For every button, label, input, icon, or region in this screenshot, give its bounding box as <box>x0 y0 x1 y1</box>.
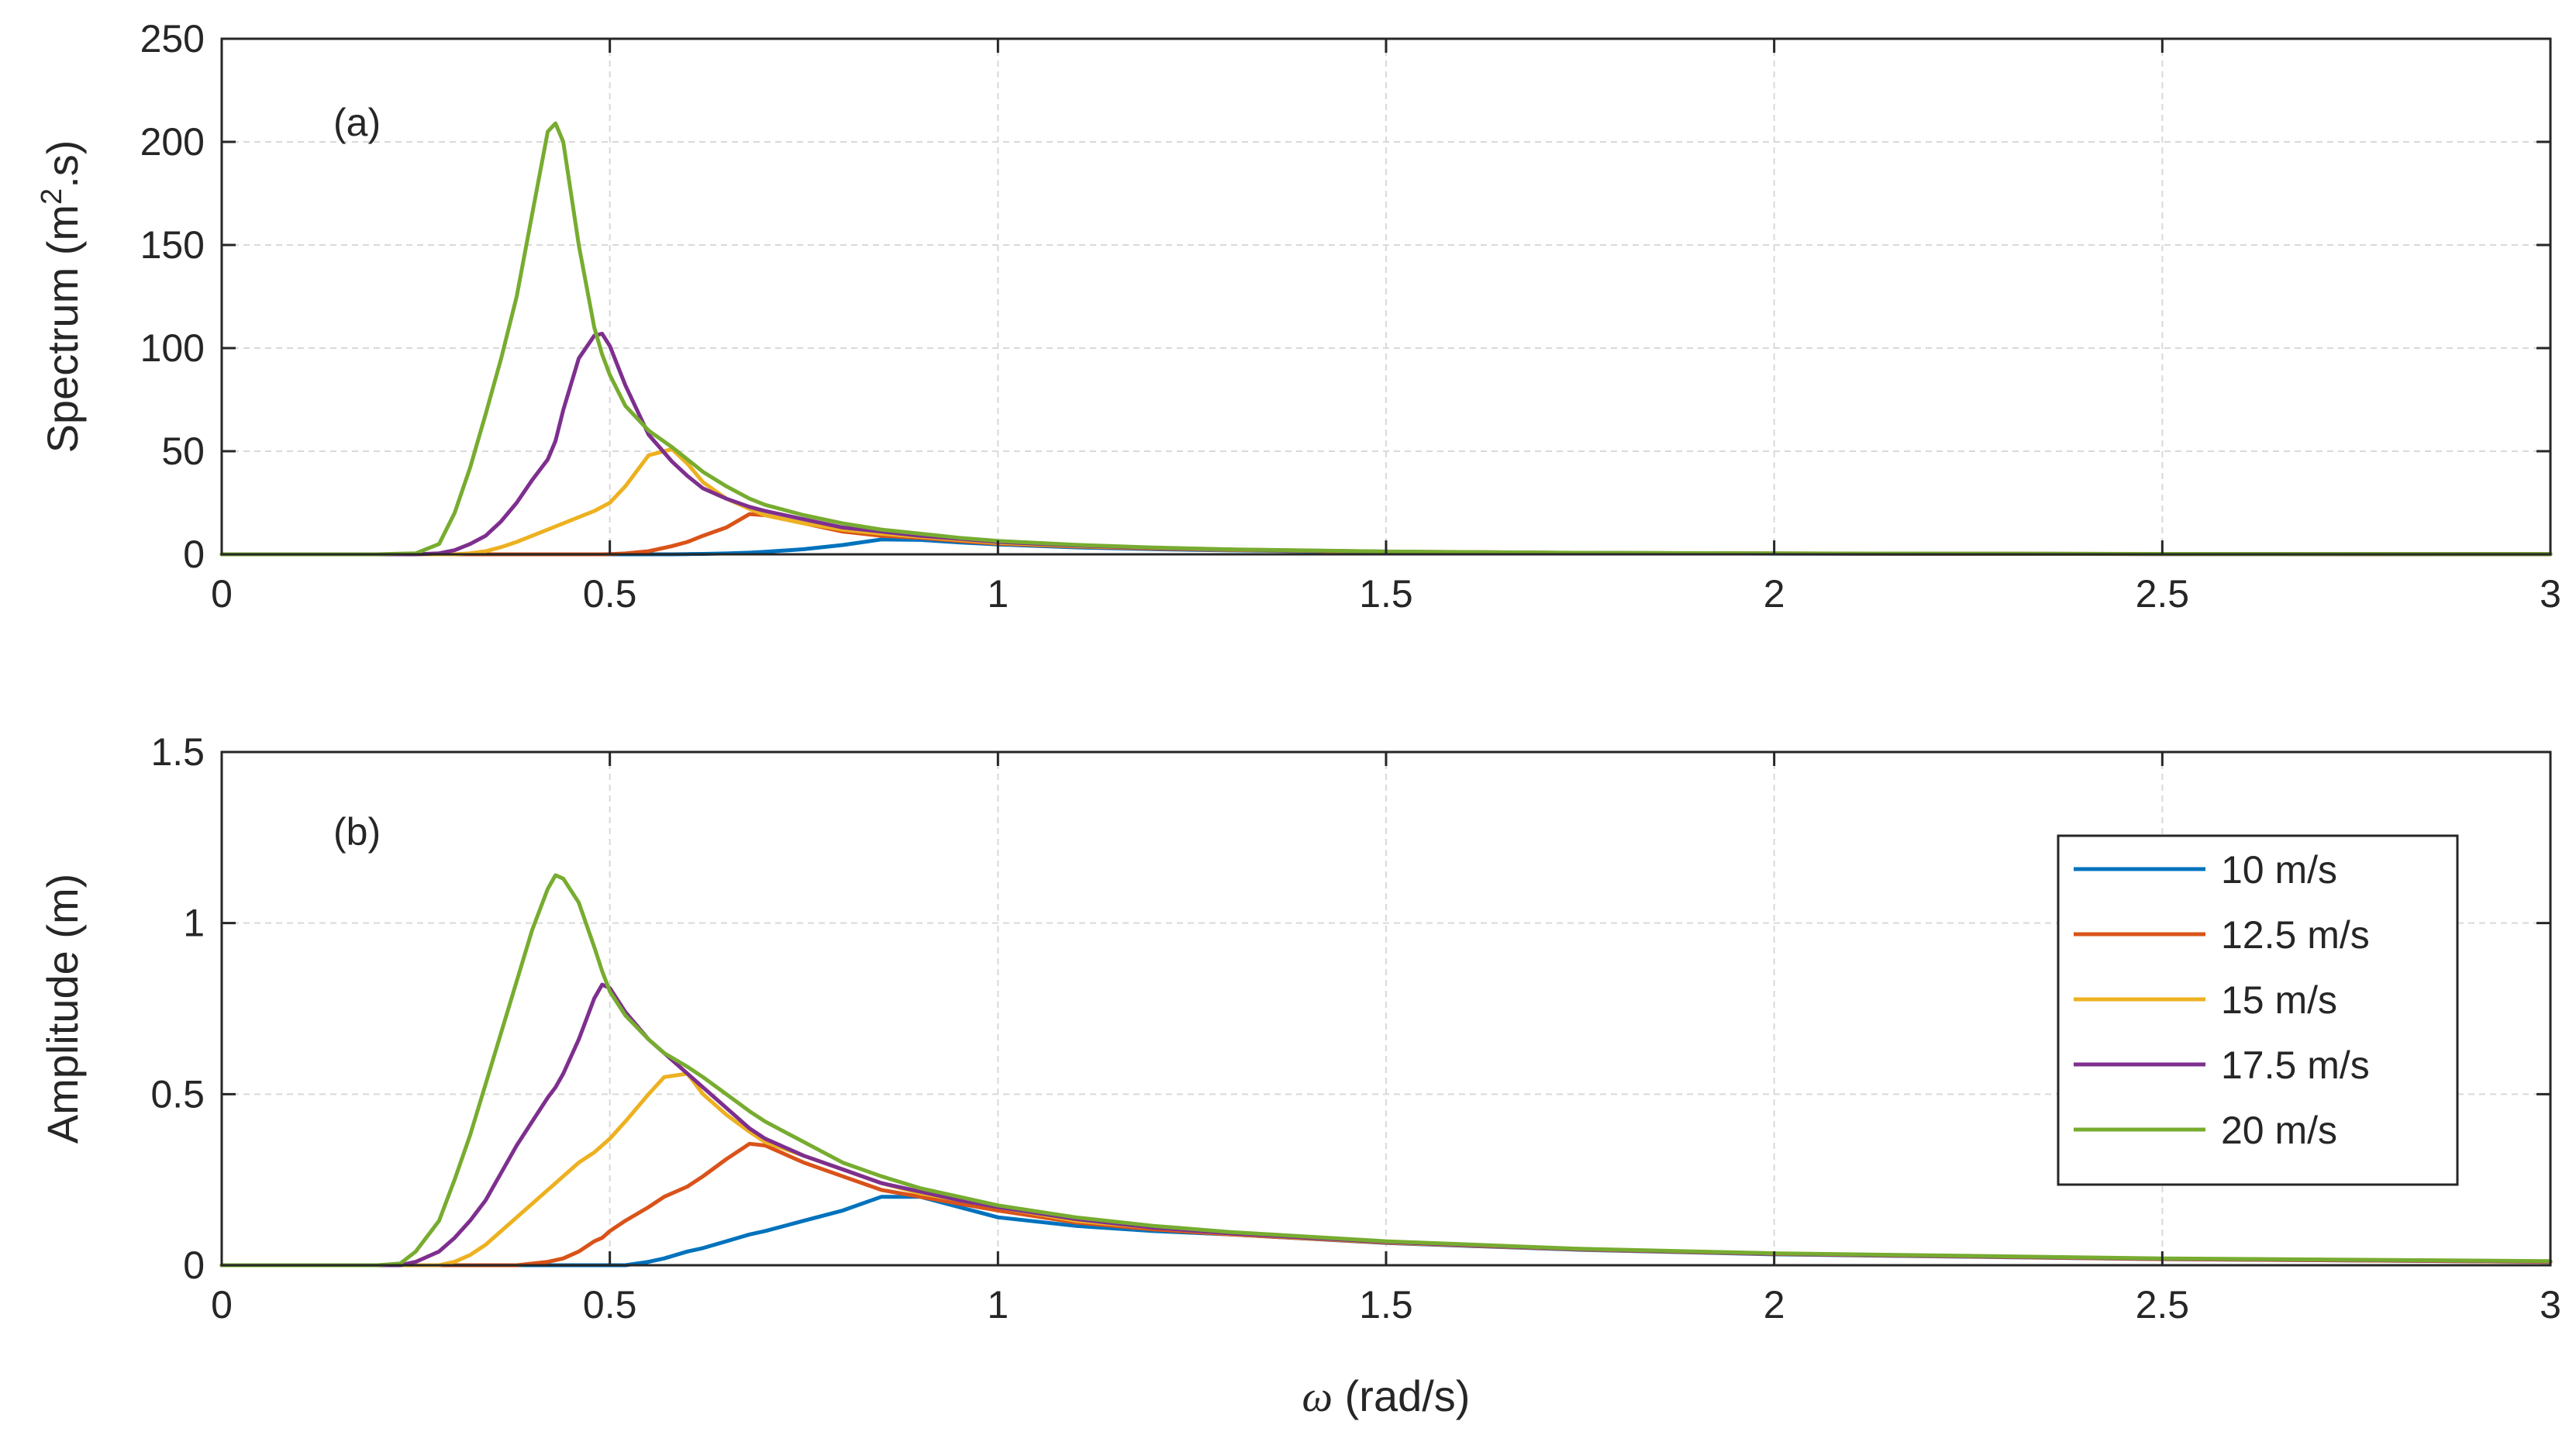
panel-a-y-tick-label: 50 <box>161 429 205 473</box>
panel-a-x-tick-label: 0 <box>211 572 233 616</box>
panel-b: 0 0.5 1 1.5 2 2.5 300.511.5 (b) Amplitude (m) … <box>38 730 2561 1421</box>
panel-b-x-tick-label: 0 <box>211 1283 233 1326</box>
panel-a-ylabel: Spectrum (m2.s) <box>36 140 87 454</box>
panel-b-label: (b) <box>333 810 381 854</box>
panel-a-x-tick-label: 1.5 <box>1359 572 1413 616</box>
panel-a-grid <box>222 39 2550 554</box>
panel-b-ylabel: Amplitude (m) <box>38 874 87 1144</box>
panel-a-y-tick-label: 250 <box>140 17 205 60</box>
panel-a: 0 0.5 1 1.5 2 2.5 3 0 50 100 150 200 250 (a) Spectru… <box>36 17 2561 616</box>
legend-label: 20 m/s <box>2221 1109 2337 1152</box>
panel-a-series-line <box>219 121 2553 557</box>
panel-a-y-tick-label: 100 <box>140 326 205 370</box>
panel-b-y-tick-label: 0.5 <box>150 1072 205 1116</box>
panel-a-x-tick-label: 2.5 <box>2136 572 2190 616</box>
panel-b-x-tick-label: 0.5 <box>583 1283 637 1326</box>
panel-b-x-tick-label: 1.5 <box>1359 1283 1413 1326</box>
panel-b-ticks: 0 0.5 1 1.5 2 2.5 3 0 0.5 1 1.5 <box>150 730 2560 1326</box>
panel-a-x-tick-label: 2 <box>1764 572 1785 616</box>
panel-b-xlabel: ω (rad/s) <box>1302 1371 1471 1421</box>
panel-a-label: (a) <box>333 101 381 144</box>
panel-b-y-tick-label: 1 <box>183 902 205 945</box>
legend-label: 15 m/s <box>2221 978 2337 1022</box>
legend: 10 m/s 12.5 m/s 15 m/s 17.5 m/s 20 m/s <box>2057 834 2459 1186</box>
legend-label: 17.5 m/s <box>2221 1044 2370 1087</box>
panel-a-y-tick-label: 0 <box>183 533 205 576</box>
panel-a-x-tick-label: 0.5 <box>583 572 637 616</box>
panel-a-ticks: 0 0.5 1 1.5 2 2.5 3 0 50 100 150 200 250 <box>140 17 2561 616</box>
legend-label: 10 m/s <box>2221 848 2337 892</box>
panel-b-x-tick-label: 3 <box>2540 1283 2561 1326</box>
panel-b-y-tick-label: 0 <box>183 1244 205 1287</box>
panel-a-x-tick-label: 1 <box>987 572 1009 616</box>
legend-box <box>2057 834 2459 1186</box>
panel-a-y-tick-label: 200 <box>140 120 205 164</box>
panel-a-y-tick-label: 150 <box>140 223 205 267</box>
panel-b-series-line <box>219 873 2553 1268</box>
legend-label: 12.5 m/s <box>2221 913 2370 957</box>
panel-a-ylabel-post: .s) <box>38 140 87 188</box>
panel-b-x-tick-label: 1 <box>987 1283 1009 1326</box>
panel-b-xlabel-rest: (rad/s) <box>1333 1371 1470 1420</box>
panel-b-xlabel-omega: ω <box>1302 1373 1333 1421</box>
panel-b-x-tick-label: 2 <box>1764 1283 1785 1326</box>
panel-a-x-tick-label: 3 <box>2540 572 2561 616</box>
panel-b-x-tick-label: 2.5 <box>2136 1283 2190 1326</box>
panel-a-ylabel-pre: Spectrum (m <box>38 205 87 454</box>
panel-a-ylabel-sup: 2 <box>36 188 68 205</box>
panel-b-y-tick-label: 1.5 <box>150 730 205 774</box>
